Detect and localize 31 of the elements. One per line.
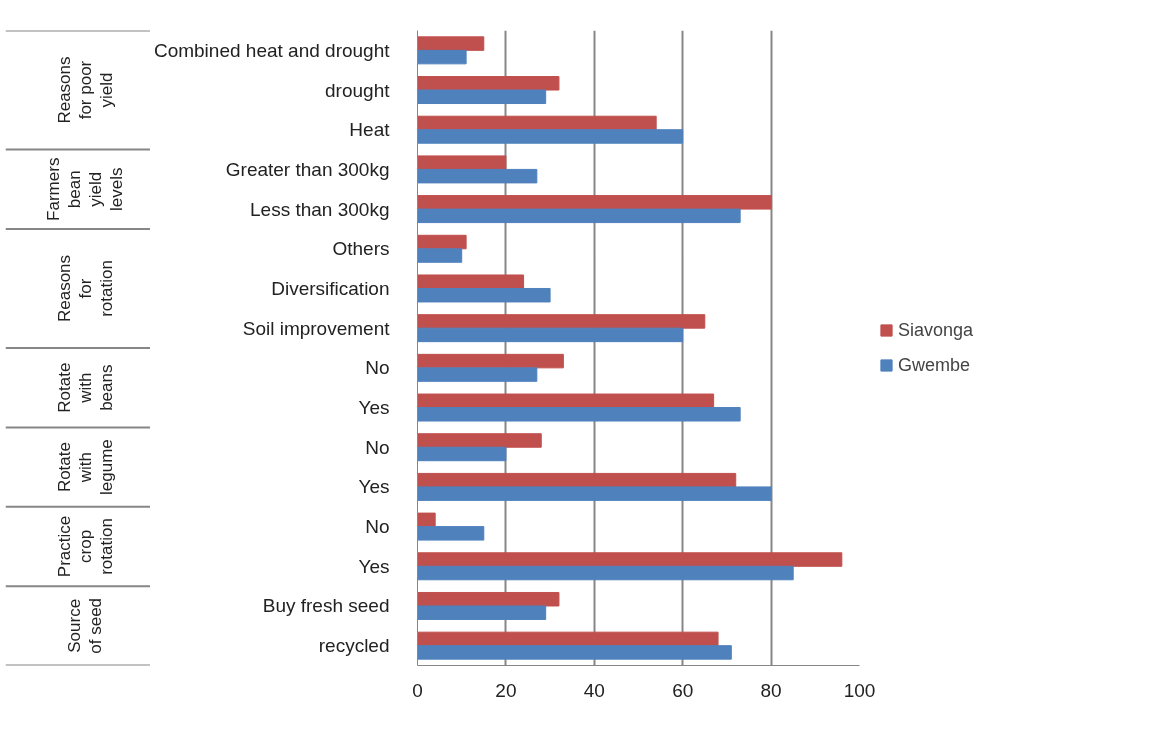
- y-tick-label: Greater than 300kg: [225, 158, 390, 180]
- x-tick-label: 100: [843, 679, 876, 701]
- y-tick-label: No: [365, 357, 390, 379]
- legend-label: Gwembe: [898, 354, 971, 376]
- text: Farmers bean yield levels: [44, 157, 127, 221]
- y-tick-label: drought: [325, 79, 391, 101]
- y-tick-label: Soil improvement: [242, 317, 391, 339]
- text: Reasons for rotation: [54, 254, 116, 323]
- y-tick-label: Less than 300kg: [250, 198, 390, 220]
- text: Rotate with beans: [54, 362, 116, 413]
- y-tick-label: recycled: [318, 635, 390, 657]
- x-tick-label: 20: [495, 679, 517, 701]
- y-tick-label: Diversification: [271, 277, 390, 299]
- y-tick-label: Yes: [358, 397, 390, 419]
- text: Rotate with legume: [54, 439, 116, 495]
- x-tick-label: 0: [412, 679, 423, 701]
- x-tick-label: 80: [760, 679, 782, 701]
- y-tick-label: Buy fresh seed: [262, 595, 390, 617]
- y-tick-label: Yes: [358, 476, 390, 498]
- x-tick-label: 60: [672, 679, 694, 701]
- y-tick-label: No: [365, 436, 390, 458]
- y-tick-label: Others: [332, 238, 390, 260]
- y-tick-label: Heat: [349, 119, 391, 141]
- text: Reasons for poor yield: [54, 56, 116, 124]
- legend-label: Siavonga: [898, 319, 974, 341]
- y-tick-label: Combined heat and drought: [153, 39, 391, 61]
- x-tick-label: 40: [583, 679, 605, 701]
- y-tick-label: No: [365, 516, 390, 538]
- y-tick-label: Yes: [358, 555, 390, 577]
- text: Practice crop rotation: [54, 515, 116, 578]
- source-note: Source of seed: [65, 597, 106, 654]
